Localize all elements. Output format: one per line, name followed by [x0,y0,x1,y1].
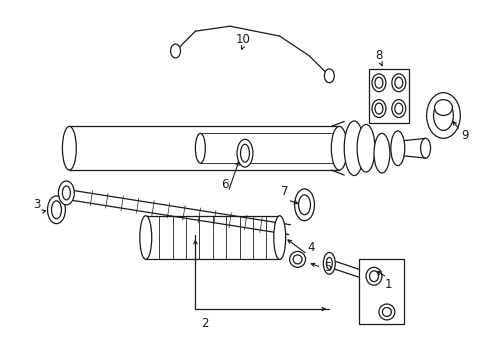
Text: 10: 10 [235,33,250,46]
Text: 5: 5 [323,261,330,274]
Ellipse shape [59,181,74,205]
Ellipse shape [394,77,402,88]
Ellipse shape [434,100,451,116]
Bar [368,69,408,123]
Ellipse shape [237,139,252,167]
Ellipse shape [394,103,402,114]
Ellipse shape [420,138,429,158]
Ellipse shape [51,201,61,219]
Ellipse shape [356,125,374,172]
Ellipse shape [292,255,302,264]
Ellipse shape [426,93,459,138]
Text: 2: 2 [201,318,209,330]
Ellipse shape [140,216,151,260]
Ellipse shape [369,271,378,282]
Text: 4: 4 [307,241,315,254]
Ellipse shape [344,121,364,176]
Text: 3: 3 [33,198,40,211]
Ellipse shape [62,126,76,170]
Ellipse shape [382,307,390,316]
Bar [358,260,403,324]
Text: 1: 1 [385,278,392,291]
Text: 8: 8 [374,49,382,63]
Ellipse shape [391,74,405,92]
Ellipse shape [240,144,249,162]
Ellipse shape [298,195,310,215]
Ellipse shape [324,69,334,83]
Ellipse shape [47,196,65,224]
Ellipse shape [289,251,305,267]
Ellipse shape [373,133,389,173]
Text: 6: 6 [221,179,228,192]
Ellipse shape [325,257,332,269]
Ellipse shape [62,186,70,200]
Ellipse shape [371,100,385,117]
Text: 9: 9 [461,129,468,142]
Ellipse shape [433,100,452,130]
Ellipse shape [170,44,180,58]
Ellipse shape [371,74,385,92]
Ellipse shape [374,103,382,114]
Ellipse shape [323,252,335,274]
Ellipse shape [390,131,404,166]
Ellipse shape [195,133,205,163]
Ellipse shape [378,304,394,320]
Ellipse shape [273,216,285,260]
Ellipse shape [366,267,381,285]
Ellipse shape [294,189,314,221]
Ellipse shape [374,77,382,88]
Text: 7: 7 [281,185,288,198]
Ellipse shape [331,126,346,170]
Ellipse shape [391,100,405,117]
